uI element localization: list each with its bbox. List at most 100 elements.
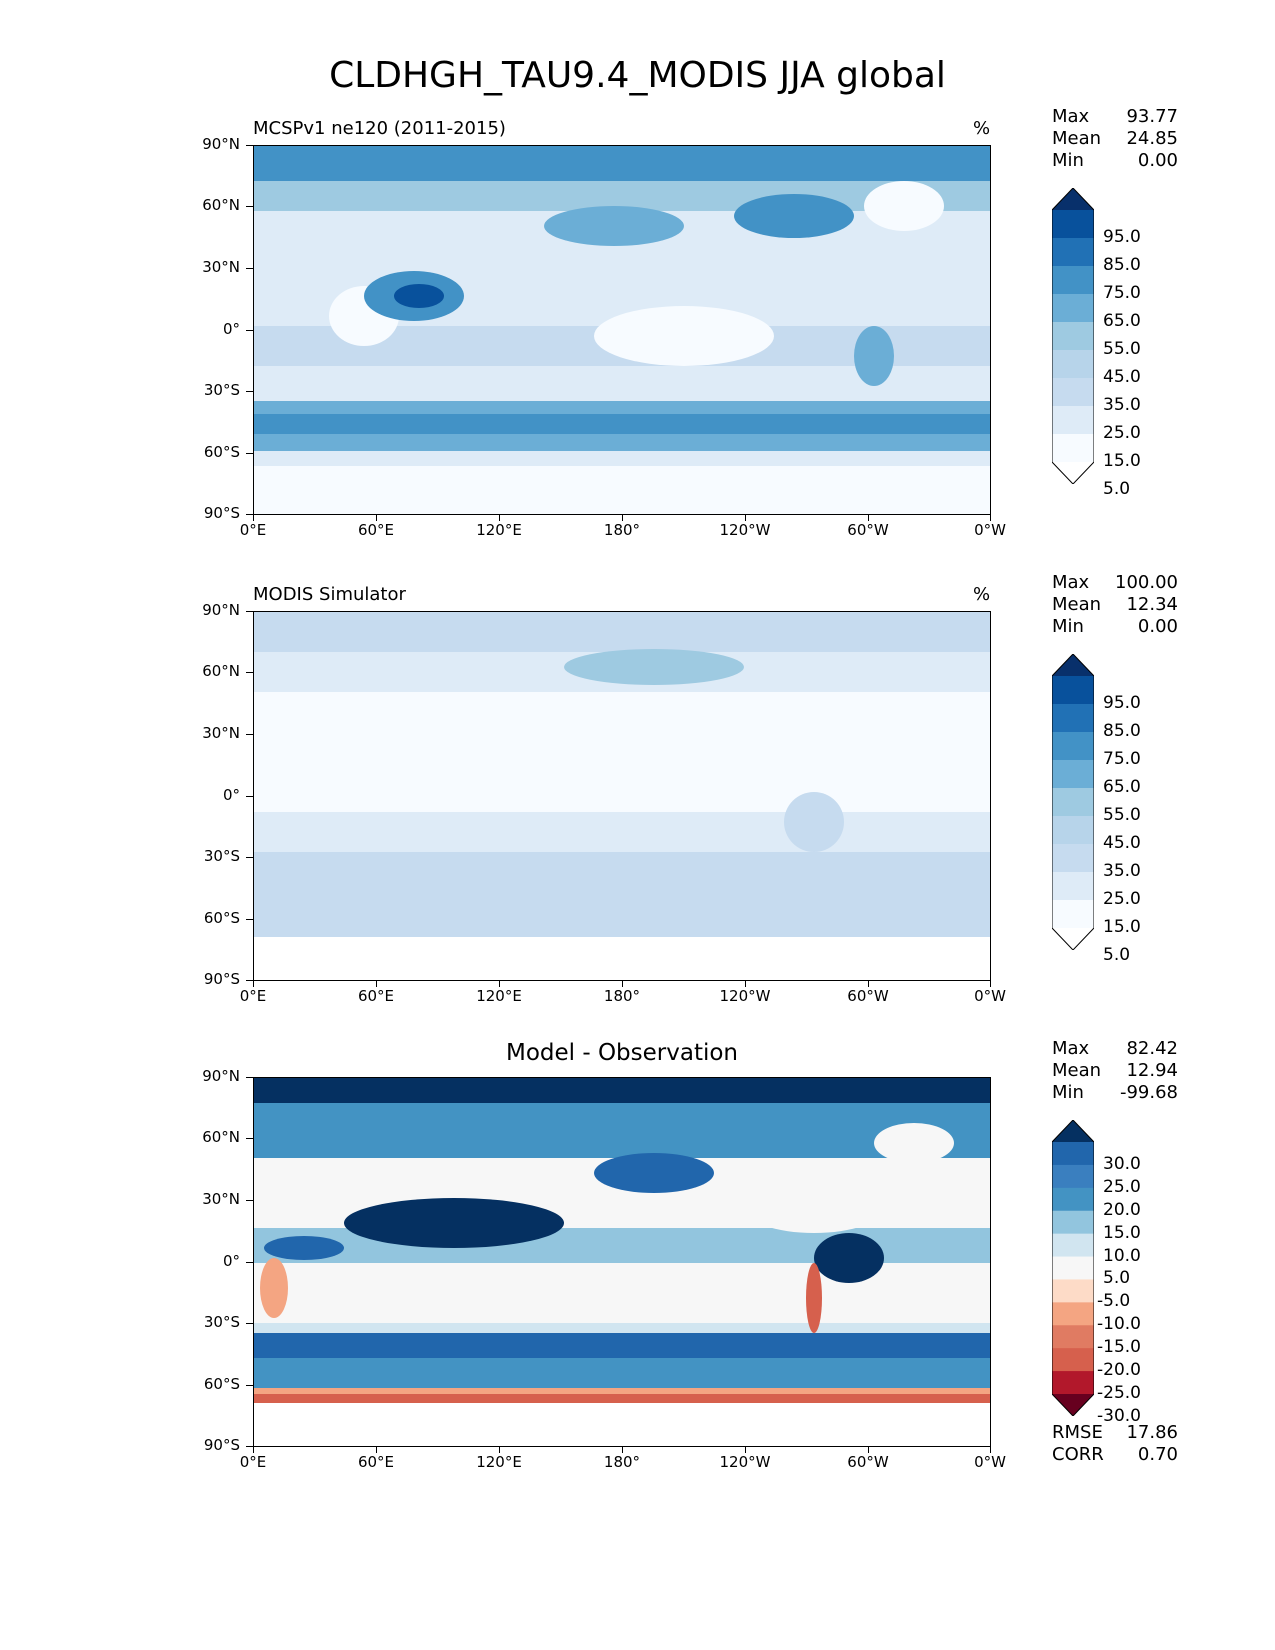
colorbar-segment	[1052, 844, 1094, 873]
lon-label: 0°W	[974, 1453, 1006, 1471]
lat-label: 60°S	[203, 1375, 240, 1393]
lon-label: 180°	[603, 521, 641, 539]
lat-label: 0°	[222, 320, 240, 338]
colorbar-segment	[1052, 1279, 1094, 1303]
colorbar-segment	[1052, 350, 1094, 379]
colorbar-segment	[1052, 1233, 1094, 1258]
map-plot	[253, 145, 991, 515]
lat-label: 60°S	[203, 443, 240, 461]
colorbar-labels: 95.0 85.0 75.0 65.0 55.0 45.0 35.0 25.0 15.0 5.0	[1103, 654, 1183, 965]
lat-label: 60°N	[202, 662, 240, 680]
colorbar-tick-label: 85.0	[1103, 255, 1141, 275]
lon-label: 0°E	[239, 1453, 267, 1471]
colorbar-segment	[1052, 872, 1094, 901]
rmse-corr-box: RMSE 17.86 CORR 0.70	[1052, 1422, 1178, 1465]
colorbar-tick-label: -25.0	[1097, 1383, 1141, 1403]
lat-label: 90°S	[203, 970, 240, 988]
colorbar-labels: 30.0 25.0 20.0 15.0 10.0 5.0 -5.0 -10.0 -15.0 -20…	[1097, 1120, 1183, 1426]
lon-label: 120°W	[719, 1453, 771, 1471]
colorbar-segment	[1052, 900, 1094, 929]
colorbar-tick-label: 45.0	[1103, 367, 1141, 387]
lon-label: 60°W	[847, 521, 889, 539]
colorbar-segment	[1052, 1256, 1094, 1280]
lon-label: 180°	[603, 1453, 641, 1471]
colorbar-tick-label: 30.0	[1103, 1153, 1141, 1174]
colorbar-extend-bottom	[1052, 1394, 1094, 1416]
colorbar-tick-label: 35.0	[1103, 395, 1141, 415]
colorbar-extend-top	[1052, 1120, 1094, 1142]
colorbar-tick-label: 25.0	[1103, 1176, 1141, 1197]
lat-label: 0°	[222, 1252, 240, 1270]
colorbar-segment	[1052, 760, 1094, 789]
lat-label: 0°	[222, 786, 240, 804]
colorbar-tick-label: 65.0	[1103, 311, 1141, 331]
colorbar-tick-label: -20.0	[1097, 1360, 1141, 1381]
lon-label: 60°W	[847, 987, 889, 1005]
map-plot	[253, 611, 991, 981]
colorbar-tick-label: 5.0	[1103, 1268, 1131, 1289]
lat-label: 90°N	[202, 1067, 240, 1085]
colorbar-tick-label: 75.0	[1103, 283, 1141, 303]
colorbar-segment	[1052, 788, 1094, 817]
colorbar	[1052, 188, 1094, 484]
colorbar-segment	[1052, 1302, 1094, 1326]
colorbar-tick-label: -5.0	[1097, 1291, 1131, 1312]
colorbar-tick-label: 45.0	[1103, 833, 1141, 853]
colorbar-segment	[1052, 1371, 1094, 1395]
colorbar-tick-label: 15.0	[1103, 451, 1141, 471]
colorbar-labels: 95.0 85.0 75.0 65.0 55.0 45.0 35.0 25.0 15.0 5.0	[1103, 188, 1183, 499]
contour-map	[254, 612, 990, 980]
stats-box: Max 82.42 Mean 12.94 Min -99.68	[1052, 1038, 1178, 1103]
stats-box: Max 93.77 Mean 24.85 Min 0.00	[1052, 106, 1178, 171]
colorbar-segment	[1052, 732, 1094, 761]
lon-label: 180°	[603, 987, 641, 1005]
panel-model: MCSPv1 ne120 (2011-2015) % 90°N 60°N 30°…	[0, 106, 1275, 560]
colorbar-extend-top	[1052, 654, 1094, 676]
colorbar-tick-label: 15.0	[1103, 1222, 1141, 1243]
stats-box: Max 100.00 Mean 12.34 Min 0.00	[1052, 572, 1178, 637]
colorbar-segment	[1052, 1142, 1094, 1166]
lon-label: 120°W	[719, 987, 771, 1005]
map-plot	[253, 1077, 991, 1447]
colorbar-segment	[1052, 676, 1094, 705]
colorbar-segment	[1052, 210, 1094, 239]
colorbar-tick-label: 25.0	[1103, 889, 1141, 909]
colorbar-tick-label: 95.0	[1103, 227, 1141, 247]
lat-label: 30°S	[203, 381, 240, 399]
lon-label: 0°E	[239, 987, 267, 1005]
colorbar-tick-label: 10.0	[1103, 1245, 1141, 1266]
lat-label: 90°N	[202, 601, 240, 619]
colorbar-segment	[1052, 266, 1094, 295]
colorbar-tick-label: 95.0	[1103, 693, 1141, 713]
lat-label: 60°N	[202, 1128, 240, 1146]
colorbar-extend-bottom	[1052, 928, 1094, 950]
lon-label: 120°E	[476, 521, 522, 539]
lat-label: 60°N	[202, 196, 240, 214]
colorbar-segment	[1052, 406, 1094, 435]
colorbar-tick-label: 65.0	[1103, 777, 1141, 797]
colorbar-segment	[1052, 1325, 1094, 1349]
colorbar-tick-label: 20.0	[1103, 1199, 1141, 1220]
colorbar-tick-label: -10.0	[1097, 1314, 1141, 1335]
lat-label: 30°S	[203, 847, 240, 865]
lon-label: 0°W	[974, 987, 1006, 1005]
lon-label: 60°W	[847, 1453, 889, 1471]
colorbar-extend-top	[1052, 188, 1094, 210]
contour-map	[254, 146, 990, 514]
lon-label: 60°E	[357, 987, 395, 1005]
lon-label: 0°E	[239, 521, 267, 539]
colorbar-segment	[1052, 322, 1094, 351]
lon-label: 60°E	[357, 1453, 395, 1471]
units-label: %	[973, 584, 991, 605]
colorbar-tick-label: 85.0	[1103, 721, 1141, 741]
lat-label: 30°S	[203, 1313, 240, 1331]
lat-label: 30°N	[202, 1190, 240, 1208]
colorbar-segment	[1052, 378, 1094, 407]
panel-difference: Model - Observation 90°N 60°N 30°N 0°	[0, 1038, 1275, 1492]
colorbar-tick-label: 5.0	[1103, 945, 1131, 965]
lat-label: 90°S	[203, 504, 240, 522]
colorbar-segment	[1052, 816, 1094, 845]
colorbar-tick-label: 55.0	[1103, 805, 1141, 825]
units-label: %	[973, 118, 991, 139]
colorbar	[1052, 1120, 1094, 1416]
